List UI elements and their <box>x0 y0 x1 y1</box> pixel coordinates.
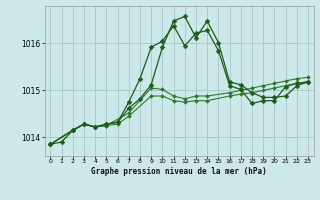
X-axis label: Graphe pression niveau de la mer (hPa): Graphe pression niveau de la mer (hPa) <box>91 167 267 176</box>
